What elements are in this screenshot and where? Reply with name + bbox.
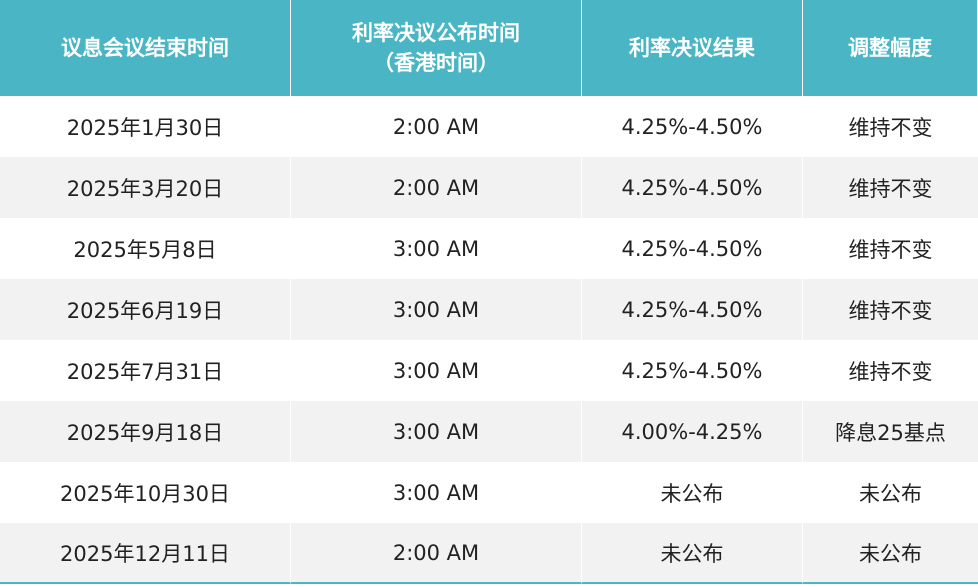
rate-result-cell: 4.25%-4.50% — [582, 157, 803, 218]
adjustment-cell: 维持不变 — [803, 157, 978, 218]
rate-result-cell: 4.25%-4.50% — [582, 340, 803, 401]
header-announce-time-label: 利率决议公布时间 — [352, 21, 520, 45]
header-announce-time: 利率决议公布时间 （香港时间） — [291, 0, 582, 96]
header-rate-result: 利率决议结果 — [582, 0, 803, 96]
announce-time-cell: 3:00 AM — [291, 401, 582, 462]
announce-time-cell: 2:00 AM — [291, 523, 582, 584]
meeting-end-cell: 2025年6月19日 — [0, 279, 291, 340]
header-rate-result-label: 利率决议结果 — [629, 36, 755, 60]
header-meeting-end: 议息会议结束时间 — [0, 0, 291, 96]
meeting-end-cell: 2025年1月30日 — [0, 96, 291, 157]
rate-result-cell: 4.25%-4.50% — [582, 96, 803, 157]
adjustment-cell: 维持不变 — [803, 340, 978, 401]
adjustment-cell: 未公布 — [803, 462, 978, 523]
rate-result-cell: 4.25%-4.50% — [582, 279, 803, 340]
meeting-end-cell: 2025年7月31日 — [0, 340, 291, 401]
adjustment-cell: 维持不变 — [803, 218, 978, 279]
meeting-end-cell: 2025年9月18日 — [0, 401, 291, 462]
rate-result-cell: 未公布 — [582, 523, 803, 584]
rate-result-cell: 未公布 — [582, 462, 803, 523]
rate-result-cell: 4.25%-4.50% — [582, 218, 803, 279]
meeting-end-cell: 2025年5月8日 — [0, 218, 291, 279]
header-announce-time-sublabel: （香港时间） — [373, 51, 499, 75]
rate-result-cell: 4.00%-4.25% — [582, 401, 803, 462]
meeting-end-cell: 2025年10月30日 — [0, 462, 291, 523]
header-adjustment: 调整幅度 — [803, 0, 978, 96]
header-adjustment-label: 调整幅度 — [848, 36, 932, 60]
announce-time-cell: 2:00 AM — [291, 96, 582, 157]
adjustment-cell: 维持不变 — [803, 279, 978, 340]
announce-time-cell: 3:00 AM — [291, 279, 582, 340]
meeting-end-cell: 2025年12月11日 — [0, 523, 291, 584]
adjustment-cell: 降息25基点 — [803, 401, 978, 462]
announce-time-cell: 3:00 AM — [291, 340, 582, 401]
adjustment-cell: 未公布 — [803, 523, 978, 584]
meeting-end-cell: 2025年3月20日 — [0, 157, 291, 218]
announce-time-cell: 2:00 AM — [291, 157, 582, 218]
adjustment-cell: 维持不变 — [803, 96, 978, 157]
header-meeting-end-label: 议息会议结束时间 — [61, 36, 229, 60]
announce-time-cell: 3:00 AM — [291, 462, 582, 523]
announce-time-cell: 3:00 AM — [291, 218, 582, 279]
